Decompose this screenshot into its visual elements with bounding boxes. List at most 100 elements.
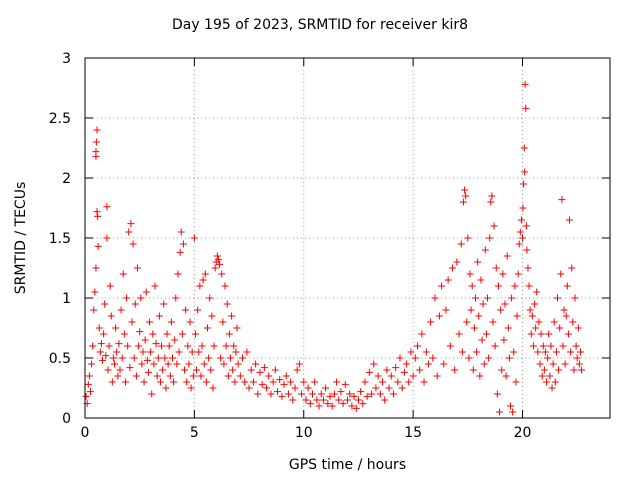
data-point bbox=[209, 384, 217, 392]
data-point bbox=[302, 396, 310, 404]
data-point bbox=[567, 348, 575, 356]
data-point bbox=[510, 348, 518, 356]
data-point bbox=[482, 330, 490, 338]
data-point bbox=[232, 348, 240, 356]
data-point bbox=[536, 360, 544, 368]
data-point bbox=[82, 392, 90, 400]
data-point bbox=[521, 80, 529, 88]
data-point bbox=[89, 342, 97, 350]
data-point bbox=[398, 384, 406, 392]
data-point bbox=[274, 388, 281, 396]
data-point bbox=[142, 288, 150, 296]
y-tick-label: 1 bbox=[62, 291, 71, 307]
data-point bbox=[109, 354, 117, 362]
data-point bbox=[532, 324, 540, 332]
data-point bbox=[185, 360, 193, 368]
data-point bbox=[465, 354, 473, 362]
data-point bbox=[223, 300, 231, 308]
data-point bbox=[519, 204, 527, 212]
data-point bbox=[440, 360, 448, 368]
data-point bbox=[252, 360, 260, 368]
data-points bbox=[82, 80, 586, 416]
data-point bbox=[278, 392, 286, 400]
data-point bbox=[134, 264, 141, 272]
data-point bbox=[206, 294, 214, 302]
data-point bbox=[120, 330, 128, 338]
data-point bbox=[394, 378, 402, 386]
data-point bbox=[124, 342, 132, 350]
data-point bbox=[225, 330, 233, 338]
data-point bbox=[424, 360, 432, 368]
data-point bbox=[116, 366, 124, 374]
x-tick-label: 5 bbox=[190, 425, 199, 441]
data-point bbox=[181, 366, 189, 374]
data-point bbox=[217, 354, 225, 362]
data-point bbox=[177, 228, 185, 236]
data-point bbox=[204, 324, 211, 332]
data-point bbox=[438, 282, 446, 290]
data-point bbox=[372, 384, 380, 392]
y-tick-label: 2.5 bbox=[49, 111, 71, 127]
data-point bbox=[306, 400, 314, 408]
data-point bbox=[522, 222, 530, 230]
data-point bbox=[422, 348, 430, 356]
data-point bbox=[478, 336, 486, 344]
data-point bbox=[533, 288, 541, 296]
data-point bbox=[94, 212, 102, 220]
data-point bbox=[476, 372, 484, 380]
data-point bbox=[263, 384, 271, 392]
grid-lines bbox=[85, 58, 610, 418]
data-point bbox=[179, 240, 187, 248]
data-point bbox=[207, 366, 215, 374]
data-point bbox=[576, 348, 584, 356]
data-point bbox=[489, 318, 497, 326]
data-point bbox=[545, 330, 553, 338]
data-point bbox=[497, 306, 505, 314]
plot-frame bbox=[84, 57, 611, 419]
data-point bbox=[459, 198, 467, 206]
data-point bbox=[200, 360, 208, 368]
data-point bbox=[309, 390, 316, 398]
data-point bbox=[409, 372, 417, 380]
data-point bbox=[167, 318, 175, 326]
x-tick-label: 20 bbox=[514, 425, 532, 441]
data-point bbox=[477, 276, 485, 284]
data-point bbox=[457, 240, 465, 248]
data-point bbox=[319, 396, 327, 404]
data-point bbox=[392, 364, 400, 372]
data-point bbox=[119, 270, 127, 278]
data-point bbox=[214, 256, 222, 264]
data-point bbox=[216, 260, 224, 268]
data-point bbox=[164, 360, 172, 368]
data-point bbox=[470, 324, 478, 332]
data-point bbox=[537, 330, 545, 338]
data-point bbox=[100, 330, 108, 338]
data-point bbox=[106, 282, 114, 290]
data-point bbox=[521, 168, 529, 176]
data-point bbox=[229, 366, 237, 374]
data-point bbox=[220, 360, 228, 368]
data-point bbox=[414, 342, 421, 350]
data-point bbox=[178, 330, 186, 338]
data-point bbox=[444, 276, 452, 284]
data-point bbox=[126, 364, 134, 372]
data-point bbox=[317, 390, 325, 398]
data-point bbox=[492, 264, 500, 272]
data-point bbox=[94, 242, 102, 250]
data-point bbox=[90, 306, 98, 314]
data-point bbox=[468, 282, 476, 290]
x-tick-label: 15 bbox=[404, 425, 422, 441]
data-point bbox=[219, 318, 227, 326]
data-point bbox=[148, 390, 156, 398]
data-point bbox=[405, 378, 413, 386]
data-point bbox=[400, 368, 408, 376]
data-point bbox=[429, 354, 437, 362]
data-point bbox=[328, 402, 336, 410]
data-point bbox=[173, 360, 181, 368]
data-point bbox=[194, 306, 202, 314]
data-point bbox=[547, 342, 555, 350]
data-point bbox=[496, 408, 504, 416]
data-point bbox=[541, 348, 549, 356]
y-tick-label: 0.5 bbox=[49, 351, 71, 367]
